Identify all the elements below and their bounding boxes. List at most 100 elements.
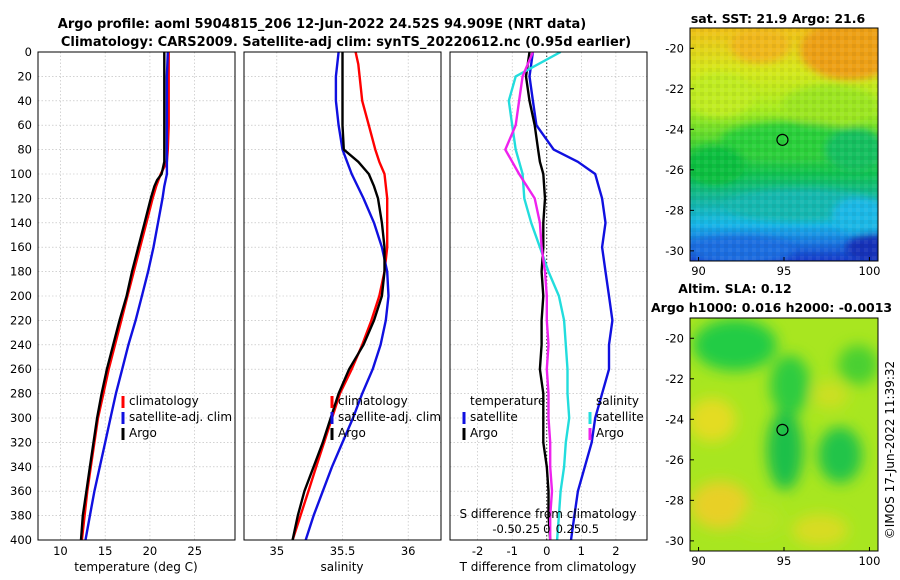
series-satellite-adj-clim [84,52,169,540]
depth-tick-40: 40 [17,94,32,108]
legend-climatology: climatology [338,394,408,408]
sla-high-center [767,410,803,490]
temperature-axes-box [37,51,236,541]
sst-map-panel: sat. SST: 21.9 Argo: 21.6 90 95 100 -20 -22 -… [665,11,880,278]
legend-argo: Argo [129,426,157,440]
t-difference-xlabel: T difference from climatology [459,560,637,574]
s-difference-xlabel: S difference from climatology [460,507,637,521]
title-line1: Argo profile: aoml 5904815_206 12-Jun-20… [58,17,586,32]
depth-tick-320: 320 [10,435,32,449]
map-y-tick-24: -24 [665,122,684,136]
legend-climatology: climatology [129,394,199,408]
map-x-tick-100: 100 [858,554,880,568]
legend-temperature-title: temperature [470,394,545,408]
sla-high-ne [838,345,878,385]
s-tick-0-25: -0.25 [510,522,540,536]
temperature-tick-labels: 10 15 20 25 [53,544,202,558]
x-tick-1: 1 [578,544,585,558]
sst-map-field [690,28,878,261]
salinity-xlabel: salinity [320,560,363,574]
sla-map-subtitle: Argo h1000: 0.016 h2000: -0.0013 [651,300,892,315]
map-y-tick-20: -20 [665,41,684,55]
difference-panel: -2 -1 0 1 2 -0.5-0.25 0 0.25 0.5 S difference f… [449,51,648,574]
series-temperature-satellite [528,52,614,540]
legend-s-satellite: satellite [596,410,644,424]
salinity-legend: climatology satellite-adj. clim Argo [330,394,441,440]
salinity-panel: 35 35.5 36 salinity climatology satellite-… [243,51,442,574]
sla-high-nw [693,319,777,371]
map-x-tick-90: 90 [691,554,706,568]
depth-tick-labels: 0 20 40 60 80 100 120 140 160 180 200 220 240 260 280 3… [10,45,32,547]
x-tick-15: 15 [98,544,113,558]
depth-tick-340: 340 [10,460,32,474]
legend-satellite: satellite-adj. clim [129,410,232,424]
salinity-axes-box [243,51,442,541]
depth-tick-220: 220 [10,313,32,327]
temperature-xlabel: temperature (deg C) [74,560,197,574]
depth-tick-200: 200 [10,289,32,303]
map-x-tick-95: 95 [777,264,792,278]
x-tick-36: 36 [401,544,416,558]
depth-tick-280: 280 [10,387,32,401]
legend-salinity-title: salinity [596,394,639,408]
temperature-lines [79,52,170,540]
series-temperature-argo [524,52,552,540]
depth-tick-100: 100 [10,167,32,181]
sla-map-ticks: 90 95 100 -20 -22 -24 -26 -28 -30 [665,331,880,568]
depth-tick-360: 360 [10,484,32,498]
x-tick-20: 20 [143,544,158,558]
map-x-tick-95: 95 [777,554,792,568]
series-argo [79,52,166,540]
s-tick-0-25: 0.25 [556,522,582,536]
depth-tick-300: 300 [10,411,32,425]
map-y-tick-30: -30 [665,534,684,548]
map-y-tick-30: -30 [665,244,684,258]
sla-low-n [812,381,848,409]
temperature-legend: climatology satellite-adj. clim Argo [121,394,232,440]
difference-legend-temperature: temperature satellite Argo [462,394,545,440]
x-tick-0: 0 [543,544,550,558]
s-difference-tick-labels: -0.5-0.25 0 0.25 0.5 [492,522,599,536]
depth-tick-140: 140 [10,216,32,230]
map-y-tick-22: -22 [665,82,684,96]
salinity-lines [291,52,390,540]
sla-low-sw [690,481,750,529]
legend-s-argo: Argo [596,426,624,440]
sla-high-center-n [770,355,810,415]
map-y-tick-24: -24 [665,412,684,426]
legend-t-satellite: satellite [470,410,518,424]
series-argo [291,52,386,540]
difference-grid [450,51,647,541]
map-x-tick-90: 90 [691,264,706,278]
map-y-tick-28: -28 [665,493,684,507]
sla-map-title: Altim. SLA: 0.12 [678,281,791,296]
difference-axes-box [449,51,648,541]
depth-tick-400: 400 [10,533,32,547]
t-difference-tick-labels: -2 -1 0 1 2 [472,544,620,558]
legend-satellite: satellite-adj. clim [338,410,441,424]
sla-map-field [690,318,878,551]
legend-t-argo: Argo [470,426,498,440]
depth-tick-160: 160 [10,240,32,254]
sla-argo-location-marker [776,423,789,436]
sla-low-w [690,398,736,442]
map-y-tick-20: -20 [665,331,684,345]
series-salinity-argo [504,52,554,540]
sla-high-east [818,427,862,483]
sst-map-title: sat. SST: 21.9 Argo: 21.6 [691,11,866,26]
depth-tick-180: 180 [10,265,32,279]
sla-mid-s [738,504,782,536]
s-tick-0: 0 [543,522,550,536]
x-tick-10: 10 [53,544,68,558]
temperature-panel: 0 20 40 60 80 100 120 140 160 180 200 220 240 260 280 3… [10,45,236,574]
depth-tick-60: 60 [17,118,32,132]
map-x-tick-100: 100 [858,264,880,278]
series-satellite-adj-clim [304,52,390,540]
sst-map-ticks: 90 95 100 -20 -22 -24 -26 -28 -30 [665,41,880,278]
sst-pixel-texture [690,28,878,261]
x-tick-35-5: 35.5 [330,544,356,558]
depth-tick-260: 260 [10,362,32,376]
s-tick-0-5: -0.5 [492,522,514,536]
x-tick-35: 35 [270,544,285,558]
sla-blobs [690,319,878,546]
